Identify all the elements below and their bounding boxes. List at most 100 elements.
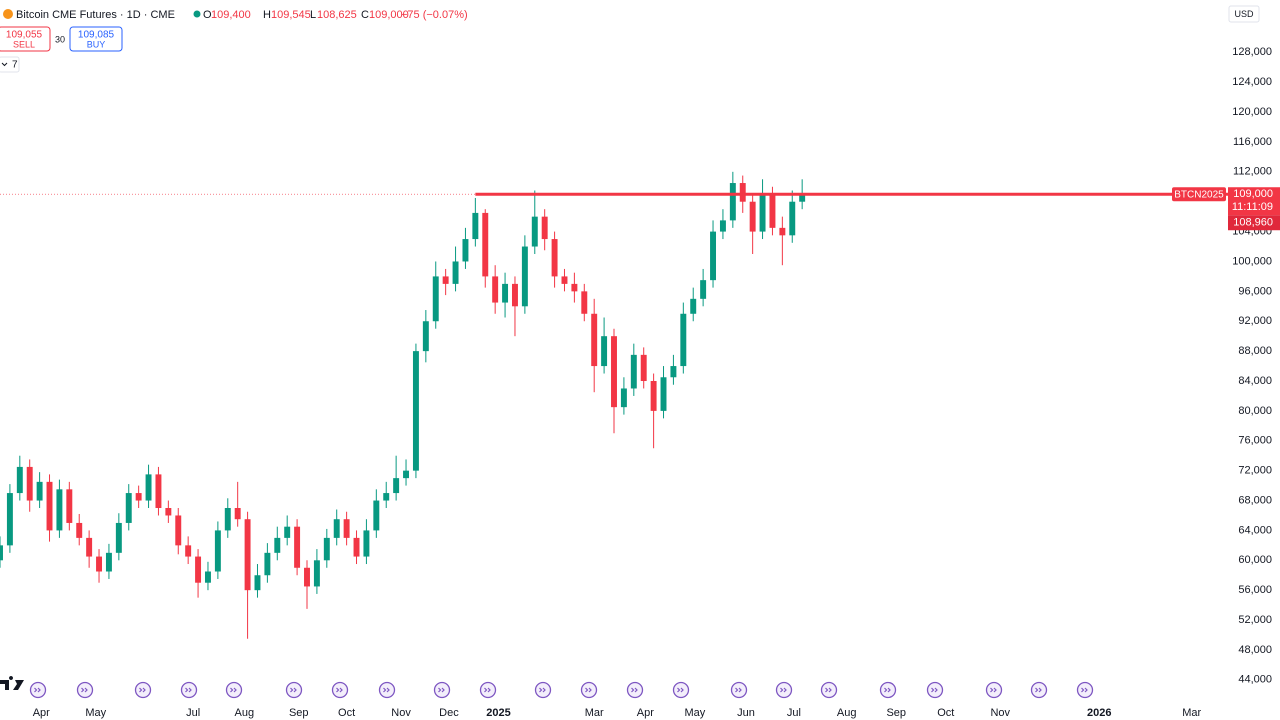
x-tick-label: Nov [990, 707, 1010, 719]
candle-body [690, 298, 697, 314]
candle-body [779, 227, 786, 236]
candle-body [710, 231, 717, 281]
candle-body [36, 481, 43, 501]
plot [0, 171, 806, 639]
buy-button[interactable] [69, 26, 123, 52]
x-tick-label: Oct [338, 707, 355, 719]
candle-body [304, 567, 310, 587]
y-tick-label: 72,000 [1238, 465, 1272, 477]
event-glyph [230, 687, 237, 693]
x-tick-label: Jun [737, 707, 755, 719]
candle-body [373, 500, 380, 531]
y-tick-label: 60,000 [1238, 554, 1272, 566]
candle-body [145, 474, 152, 501]
candle-body [274, 537, 281, 553]
candle-body [26, 466, 33, 501]
x-tick-label: May [85, 707, 106, 719]
event-icon [433, 681, 451, 699]
y-tick-label: 116,000 [1233, 136, 1272, 148]
candle-body [492, 276, 499, 303]
x-tick-label: Mar [585, 707, 604, 719]
ohlc-value: 109,000 [369, 9, 409, 21]
y-tick-label: 44,000 [1238, 674, 1272, 686]
y-tick-label: 64,000 [1238, 524, 1272, 536]
y-tick-label: 128,000 [1232, 46, 1272, 58]
candle-body [719, 220, 726, 232]
y-tick-label: 48,000 [1238, 644, 1272, 656]
sell-button[interactable] [0, 26, 51, 52]
event-icon [331, 681, 349, 699]
candle-body [363, 530, 370, 557]
event-glyph [438, 687, 445, 693]
candle-body [729, 183, 736, 221]
ohlc-value: 109,400 [211, 9, 251, 21]
y-tick-label: 84,000 [1238, 375, 1272, 387]
candle-body [670, 366, 677, 378]
y-tick-label: 52,000 [1238, 614, 1272, 626]
y-tick-label: 100,000 [1232, 255, 1272, 267]
y-tick-label: 92,000 [1238, 315, 1272, 327]
event-glyph [34, 687, 41, 693]
candle-body [234, 508, 241, 520]
event-glyph [139, 687, 146, 693]
bid-label-box [1228, 215, 1280, 231]
candle-body [115, 522, 122, 553]
event-glyph [780, 687, 787, 693]
event-icon [378, 681, 396, 699]
spread: 30 [55, 34, 65, 44]
candle-body [660, 377, 667, 411]
indicator-count: 7 [12, 60, 18, 71]
candle-body [135, 493, 142, 501]
candle-body [105, 552, 112, 572]
event-icon [479, 681, 497, 699]
candle-body [393, 478, 400, 494]
currency-button[interactable] [1228, 5, 1260, 23]
y-tick-label: 56,000 [1238, 584, 1272, 596]
event-glyph [185, 687, 192, 693]
event-icon [180, 681, 198, 699]
candle-body [165, 508, 172, 516]
candle-body [204, 571, 211, 583]
event-glyph [677, 687, 684, 693]
ohlc-label: L [310, 9, 316, 21]
candle-body [244, 519, 251, 591]
y-tick-label: 80,000 [1238, 405, 1272, 417]
event-glyph [1081, 687, 1088, 693]
candle-body [789, 201, 796, 236]
candle-body [76, 522, 83, 538]
y-tick-label: 120,000 [1232, 106, 1272, 118]
candle-body [749, 201, 756, 232]
candle-body [224, 508, 231, 531]
event-icon [134, 681, 152, 699]
candle-body [214, 530, 221, 572]
event-glyph [585, 687, 592, 693]
candle-body [155, 474, 162, 509]
x-tick-label: Dec [439, 707, 459, 719]
event-glyph [825, 687, 832, 693]
event-icon [1030, 681, 1048, 699]
candle-body [294, 526, 301, 568]
event-glyph [1035, 687, 1042, 693]
buy-label: BUY [87, 39, 106, 49]
candle-body [56, 489, 63, 531]
x-tick-label: Apr [637, 707, 654, 719]
indicator-toggle[interactable] [0, 56, 20, 73]
x-tick-label: Oct [937, 707, 954, 719]
event-glyph [383, 687, 390, 693]
chevron [1, 62, 8, 67]
buy-price: 109,085 [78, 30, 115, 41]
symbol-title: Bitcoin CME Futures · 1D · CME [16, 9, 175, 21]
event-glyph [931, 687, 938, 693]
event-glyph [290, 687, 297, 693]
coin-icon [3, 9, 13, 19]
candle-body [541, 216, 548, 240]
candle-body [313, 560, 320, 587]
event-icon [534, 681, 552, 699]
event-icon [985, 681, 1003, 699]
y-tick-label: 88,000 [1238, 345, 1272, 357]
candle-body [96, 556, 103, 572]
event-icon [626, 681, 644, 699]
candle-body [581, 291, 588, 314]
event-icon [730, 681, 748, 699]
event-glyph [884, 687, 891, 693]
